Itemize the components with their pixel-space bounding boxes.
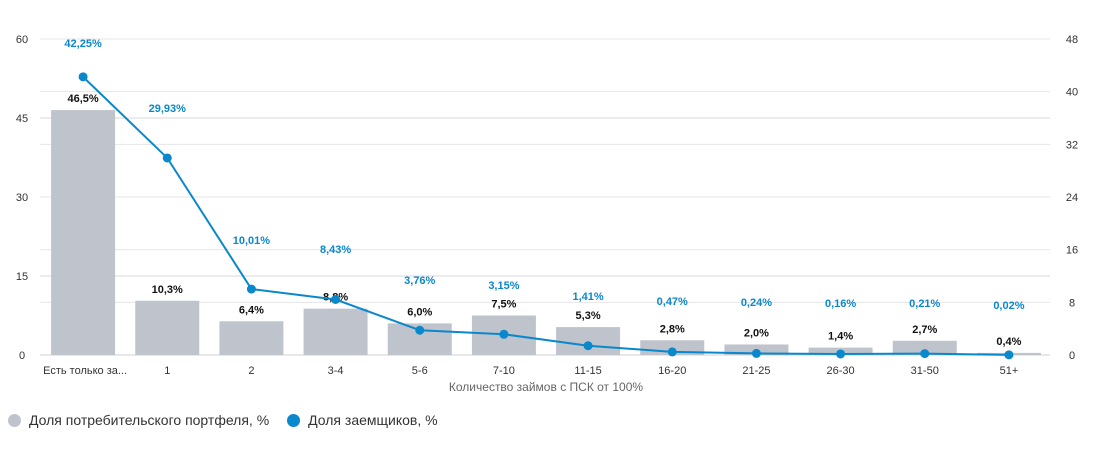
left-tick-label: 15 <box>16 271 28 283</box>
bar <box>892 340 957 355</box>
legend-item-portfolio[interactable]: Доля потребительского портфеля, % <box>8 412 269 428</box>
line-point <box>836 349 846 359</box>
bar-data-label: 0,4% <box>996 336 1021 348</box>
bar-data-label: 1,4% <box>828 331 853 343</box>
bar <box>219 321 284 355</box>
line-point <box>920 349 930 359</box>
line-data-label: 0,24% <box>741 297 772 309</box>
x-tick-label: Есть только за... <box>43 365 127 377</box>
line-point <box>499 329 509 339</box>
x-tick-label: 51+ <box>1000 365 1019 377</box>
line-point <box>246 284 256 294</box>
x-tick-label: 7-10 <box>493 365 515 377</box>
line-data-label: 8,43% <box>320 244 351 256</box>
line-point <box>1004 350 1014 360</box>
x-tick-label: 26-30 <box>827 365 855 377</box>
bar-data-label: 2,7% <box>912 324 937 336</box>
x-tick-label: 1 <box>164 365 170 377</box>
bar-data-label: 10,3% <box>152 284 183 296</box>
x-tick-label: 11-15 <box>574 365 601 377</box>
bar-data-label: 5,3% <box>576 310 601 322</box>
bar-data-label: 6,0% <box>407 306 432 318</box>
x-tick-label: 21-25 <box>742 365 770 377</box>
line-data-label: 0,02% <box>993 300 1024 312</box>
right-tick-label: 48 <box>1066 34 1078 46</box>
line-point <box>331 295 341 305</box>
left-tick-label: 0 <box>19 350 25 362</box>
bar <box>303 308 368 355</box>
line-data-label: 3,76% <box>404 275 435 287</box>
line-point <box>667 347 677 357</box>
x-tick-label: 5-6 <box>412 365 428 377</box>
line-data-label: 1,41% <box>572 291 603 303</box>
legend-marker-portfolio <box>8 413 21 427</box>
bar-data-label: 7,5% <box>491 299 516 311</box>
bar <box>135 300 200 355</box>
legend-label-borrowers: Доля заемщиков, % <box>308 412 438 428</box>
right-tick-label: 40 <box>1066 87 1078 99</box>
line-point <box>78 72 88 82</box>
x-tick-label: 2 <box>248 365 254 377</box>
right-tick-label: 8 <box>1069 297 1075 309</box>
left-tick-label: 30 <box>16 192 28 204</box>
bar-data-label: 46,5% <box>67 93 98 105</box>
left-tick-label: 45 <box>16 113 28 125</box>
x-tick-label: 16-20 <box>658 365 686 377</box>
line-point <box>415 325 425 335</box>
bar <box>51 110 116 355</box>
bar <box>556 327 621 355</box>
left-tick-label: 60 <box>16 34 28 46</box>
line-data-label: 0,47% <box>657 296 688 308</box>
line-data-label: 0,21% <box>909 298 940 310</box>
x-tick-label: 3-4 <box>328 365 344 377</box>
line-point <box>162 153 172 163</box>
bar-data-label: 2,0% <box>744 327 769 339</box>
line-data-label: 3,15% <box>488 280 519 292</box>
right-tick-label: 0 <box>1069 350 1075 362</box>
line-data-label: 42,25% <box>64 38 102 50</box>
line-series <box>82 76 1009 356</box>
right-tick-label: 32 <box>1066 139 1078 151</box>
legend-marker-borrowers <box>287 413 301 427</box>
right-tick-label: 24 <box>1066 192 1078 204</box>
bar-data-label: 2,8% <box>660 323 685 335</box>
line-point <box>751 348 761 358</box>
bar-data-label: 6,4% <box>239 304 264 316</box>
legend: Доля потребительского портфеля, % Доля з… <box>8 412 438 428</box>
legend-item-borrowers[interactable]: Доля заемщиков, % <box>287 412 438 428</box>
legend-label-portfolio: Доля потребительского портфеля, % <box>29 412 270 428</box>
line-data-label: 0,16% <box>825 298 856 310</box>
line-data-label: 10,01% <box>233 235 271 247</box>
right-tick-label: 16 <box>1066 245 1078 257</box>
x-axis-title: Количество займов с ПСК от 100% <box>449 380 643 394</box>
combo-chart: 01530456008162432404846,5%10,3%6,4%8,8%6… <box>16 34 1078 394</box>
line-data-label: 29,93% <box>149 103 187 115</box>
x-tick-label: 31-50 <box>911 365 939 377</box>
line-point <box>583 341 593 351</box>
